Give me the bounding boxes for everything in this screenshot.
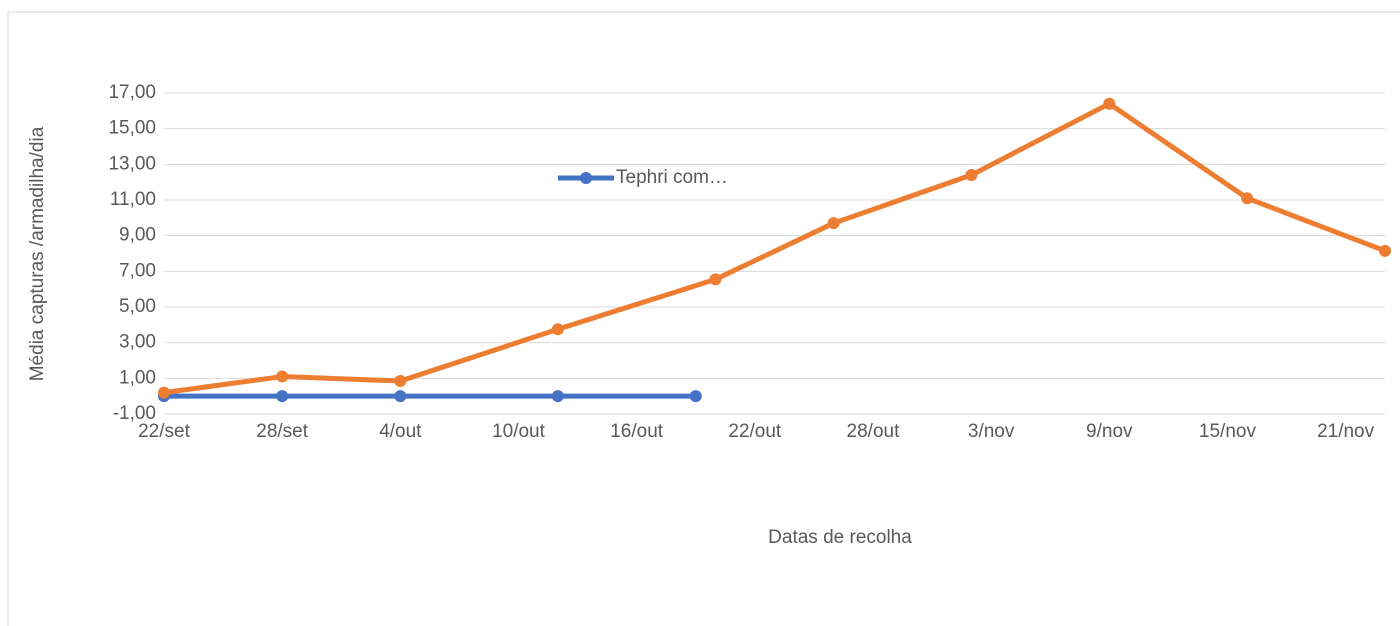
point	[394, 390, 407, 403]
y-tick-label: 5,00	[119, 296, 156, 317]
y-tick-label: 13,00	[108, 153, 156, 174]
x-axis-title: Datas de recolha	[768, 527, 912, 548]
point	[276, 370, 289, 383]
y-tick-label: 7,00	[119, 260, 156, 281]
y-tick-label: 11,00	[110, 189, 156, 210]
y-tick-label: -1,00	[113, 403, 156, 424]
x-tick-label: 16/out	[610, 421, 664, 442]
chart-border	[7, 11, 1400, 626]
point	[158, 386, 170, 399]
point	[689, 390, 702, 403]
y-axis-title: Média capturas /armadilha/dia	[27, 126, 48, 381]
legend-marker	[580, 172, 592, 184]
series-line	[163, 101, 1386, 396]
x-tick-label: 21/nov	[1317, 421, 1375, 442]
point	[1241, 192, 1254, 205]
x-tick-label: 22/out	[728, 421, 782, 442]
x-tick-label: 15/nov	[1199, 421, 1257, 442]
point	[709, 273, 722, 286]
x-tick-label: 28/out	[847, 421, 901, 442]
point	[1103, 97, 1116, 110]
y-tick-label: 3,00	[119, 332, 156, 353]
point	[551, 323, 564, 336]
y-tick-label: 17,00	[108, 82, 156, 103]
point	[551, 390, 564, 403]
x-tick-label: 22/set	[138, 421, 190, 442]
point	[1379, 244, 1391, 257]
x-tick-label: 28/set	[256, 421, 308, 442]
y-tick-label: 15,00	[108, 118, 156, 139]
point	[394, 375, 407, 388]
legend-label: Tephri com…	[616, 167, 728, 188]
x-tick-label: 4/out	[379, 421, 422, 442]
point	[276, 390, 289, 403]
point	[827, 217, 840, 230]
point	[965, 169, 978, 182]
x-tick-label: 3/nov	[968, 421, 1015, 442]
x-tick-label: 10/out	[492, 421, 546, 442]
y-tick-label: 1,00	[119, 367, 156, 388]
y-tick-label: 9,00	[119, 225, 156, 246]
x-tick-label: 9/nov	[1086, 421, 1133, 442]
